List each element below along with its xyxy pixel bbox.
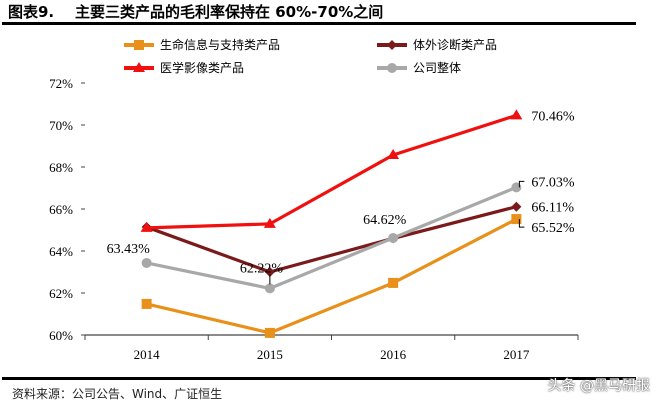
series-line-triangle	[146, 113, 517, 230]
data-label: 64.62%	[363, 213, 407, 228]
y-tick-label: 72%	[49, 76, 73, 91]
data-point-diamond	[264, 267, 275, 277]
data-point-triangle	[387, 149, 400, 160]
legend-item: 生命信息与支持类产品	[122, 36, 280, 53]
footer-rule	[2, 377, 636, 380]
legend-item: 医学影像类产品	[122, 59, 244, 76]
data-point-triangle	[140, 221, 153, 232]
legend-triangle-icon	[124, 61, 154, 72]
legend-label: 体外诊断类产品	[413, 38, 498, 52]
data-point-square	[264, 327, 275, 338]
legend-circle-icon	[377, 62, 407, 73]
data-point-circle	[141, 257, 152, 268]
legend-label: 医学影像类产品	[160, 61, 245, 75]
legend-item: 体外诊断类产品	[375, 36, 497, 53]
data-label: 62.22%	[240, 261, 284, 276]
series-line-circle	[146, 185, 517, 290]
data-label: 70.46%	[531, 109, 575, 124]
y-tick-label: 60%	[49, 328, 73, 343]
leader-line	[518, 219, 525, 228]
series-line-diamond	[146, 205, 517, 274]
figure-title: 图表9. 主要三类产品的毛利率保持在 60%-70%之间	[8, 3, 384, 21]
data-point-square	[388, 277, 399, 288]
x-tick-label: 2014	[134, 347, 161, 362]
legend-square-icon	[124, 39, 154, 50]
x-tick-label: 2015	[257, 347, 283, 362]
data-point-square	[511, 214, 522, 225]
legend-diamond-icon	[377, 39, 407, 50]
y-tick-label: 66%	[49, 202, 73, 217]
y-tick-label: 64%	[49, 244, 73, 259]
data-point-diamond	[511, 201, 522, 212]
data-point-circle	[388, 232, 399, 243]
source-note: 资料来源：公司公告、Wind、广证恒生	[12, 387, 223, 401]
data-label: 63.43%	[107, 242, 151, 257]
legend-item: 公司整体	[375, 59, 461, 76]
data-point-circle	[264, 283, 275, 294]
y-tick-label: 68%	[49, 160, 73, 175]
data-point-triangle	[510, 109, 523, 120]
legend-label: 生命信息与支持类产品	[160, 38, 281, 52]
x-tick-label: 2017	[503, 347, 530, 362]
data-point-square	[141, 298, 152, 309]
y-tick-label: 62%	[49, 286, 73, 301]
data-label: 65.52%	[531, 221, 575, 236]
data-label: 66.11%	[531, 201, 574, 216]
data-label: 67.03%	[531, 175, 575, 190]
series-line-square	[146, 217, 518, 335]
watermark: 头条 @黑马研报	[547, 378, 650, 394]
leader-line	[518, 180, 525, 188]
data-point-triangle	[263, 217, 276, 228]
legend-label: 公司整体	[413, 61, 462, 75]
x-tick-label: 2016	[380, 347, 407, 362]
y-tick-label: 70%	[49, 118, 73, 133]
title-rule	[2, 22, 636, 25]
